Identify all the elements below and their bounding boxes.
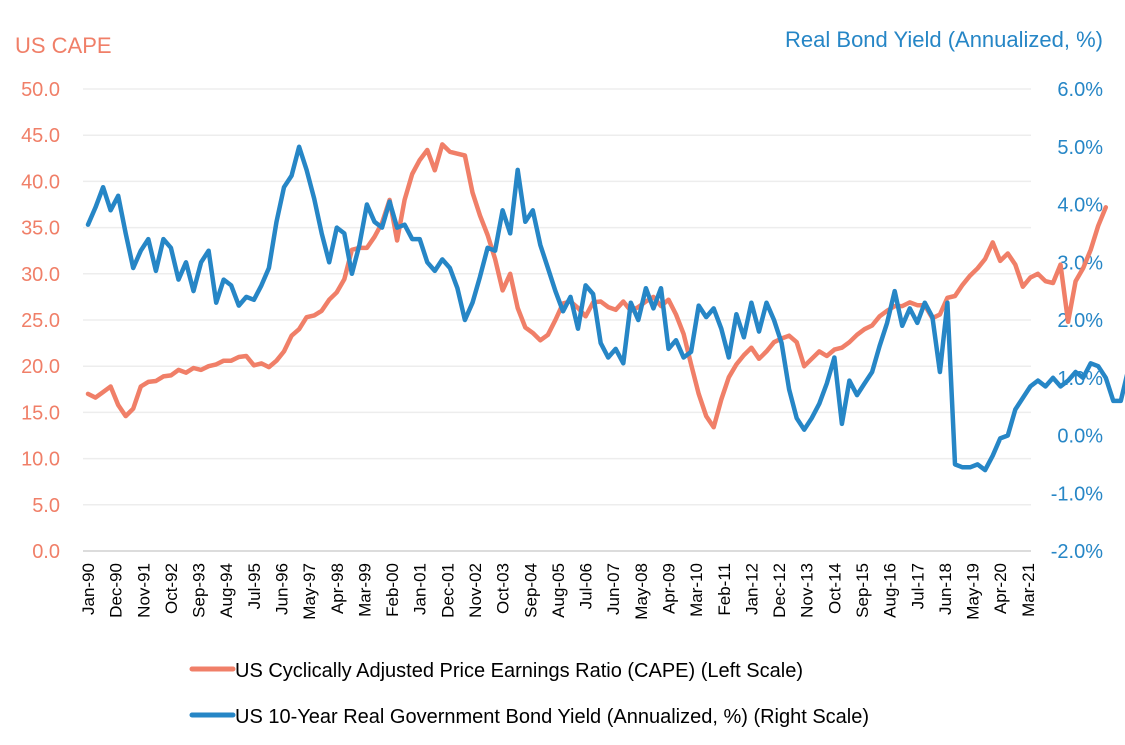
right-tick-label: 4.0% [1057,195,1103,217]
x-tick-label: Nov-91 [134,563,153,618]
legend-label-real-yield: US 10-Year Real Government Bond Yield (A… [235,706,869,728]
x-tick-label: Dec-90 [107,563,126,618]
right-tick-label: 3.0% [1057,252,1103,274]
left-tick-label: 0.0 [32,541,60,563]
x-tick-label: Nov-02 [466,563,485,618]
x-tick-label: Nov-13 [798,563,817,618]
x-tick-label: May-19 [964,563,983,620]
left-tick-label: 50.0 [21,79,60,101]
x-tick-label: Oct-92 [162,563,181,614]
x-tick-label: Dec-12 [770,563,789,618]
x-tick-label: Mar-10 [687,563,706,617]
x-tick-label: May-08 [632,563,651,620]
left-tick-label: 20.0 [21,356,60,378]
x-tick-label: Sep-04 [521,563,540,618]
x-tick-label: Aug-05 [549,563,568,618]
right-tick-label: -1.0% [1051,483,1103,505]
series-layer [85,142,1125,473]
left-axis-ticks: 0.0 5.0 10.0 15.0 20.0 25.0 30.0 35.0 40.0 45.0 50… [21,79,60,563]
x-tick-label: Jan-01 [411,563,430,615]
legend-item-real-yield[interactable]: US 10-Year Real Government Bond Yield (A… [189,706,869,728]
legend-item-cape[interactable]: US Cyclically Adjusted Price Earnings Ra… [189,660,803,682]
x-tick-label: Oct-14 [825,563,844,614]
right-tick-label: 5.0% [1057,137,1103,159]
x-tick-label: Feb-11 [715,563,734,616]
x-tick-label: Jul-06 [577,563,596,609]
right-tick-label: 2.0% [1057,310,1103,332]
right-tick-label: 6.0% [1057,79,1103,101]
x-tick-label: Dec-01 [438,563,457,618]
left-tick-label: 40.0 [21,171,60,193]
x-tick-label: Aug-16 [881,563,900,618]
x-tick-label: Jul-95 [245,563,264,609]
cape-series-line [85,142,1109,430]
x-tick-label: Oct-03 [494,563,513,614]
right-axis-ticks: -2.0% -1.0% 0.0% 1.0% 2.0% 3.0% 4.0% 5.0% 6.0% [1051,79,1103,563]
x-axis-ticks: Jan-90 Dec-90 Nov-91 Oct-92 Sep-93 Aug-94 Jul-… [79,563,1038,620]
x-tick-label: May-97 [300,563,319,620]
x-tick-label: Apr-09 [660,563,679,614]
left-tick-label: 45.0 [21,125,60,147]
x-tick-label: Aug-94 [217,563,236,618]
left-tick-label: 5.0 [32,495,60,517]
x-tick-label: Feb-00 [383,563,402,617]
x-tick-label: Mar-21 [1019,563,1038,617]
x-tick-label: Jan-90 [79,563,98,615]
x-tick-label: Mar-99 [355,563,374,617]
x-tick-label: Apr-98 [328,563,347,614]
right-tick-label: 0.0% [1057,426,1103,448]
legend-label-cape: US Cyclically Adjusted Price Earnings Ra… [235,660,803,682]
left-axis-title: US CAPE [15,33,112,58]
right-axis-title: Real Bond Yield (Annualized, %) [785,27,1103,52]
left-tick-label: 25.0 [21,310,60,332]
left-tick-label: 35.0 [21,218,60,240]
x-tick-label: Jun-07 [604,563,623,615]
real-yield-series-line [85,144,1125,473]
left-tick-label: 10.0 [21,449,60,471]
left-tick-label: 15.0 [21,402,60,424]
x-tick-label: Sep-15 [853,563,872,618]
x-tick-label: Jun-96 [273,563,292,615]
left-tick-label: 30.0 [21,264,60,286]
x-tick-label: Jan-12 [742,563,761,615]
right-tick-label: 1.0% [1057,368,1103,390]
legend: US Cyclically Adjusted Price Earnings Ra… [189,660,869,728]
x-tick-label: Sep-93 [190,563,209,618]
x-tick-label: Apr-20 [991,563,1010,614]
right-tick-label: -2.0% [1051,541,1103,563]
x-tick-label: Jun-18 [936,563,955,615]
x-tick-label: Jul-17 [908,563,927,609]
